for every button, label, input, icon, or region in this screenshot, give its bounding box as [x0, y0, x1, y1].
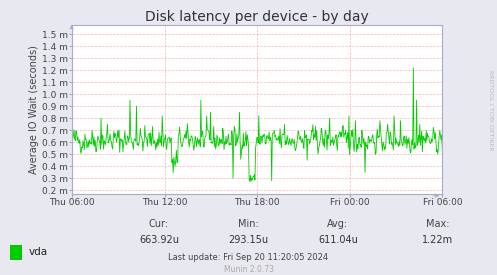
Text: Min:: Min:: [238, 219, 259, 229]
Text: 611.04u: 611.04u: [318, 235, 358, 245]
Text: RRDTOOL / TOBI OETIKER: RRDTOOL / TOBI OETIKER: [489, 70, 494, 150]
Text: vda: vda: [29, 247, 48, 257]
Text: Last update: Fri Sep 20 11:20:05 2024: Last update: Fri Sep 20 11:20:05 2024: [168, 253, 329, 262]
Text: Cur:: Cur:: [149, 219, 169, 229]
Text: 663.92u: 663.92u: [139, 235, 179, 245]
Text: Avg:: Avg:: [328, 219, 348, 229]
Title: Disk latency per device - by day: Disk latency per device - by day: [145, 10, 369, 24]
Text: Max:: Max:: [425, 219, 449, 229]
Y-axis label: Average IO Wait (seconds): Average IO Wait (seconds): [29, 45, 39, 174]
Text: 1.22m: 1.22m: [422, 235, 453, 245]
Text: Munin 2.0.73: Munin 2.0.73: [224, 265, 273, 274]
Text: 293.15u: 293.15u: [229, 235, 268, 245]
